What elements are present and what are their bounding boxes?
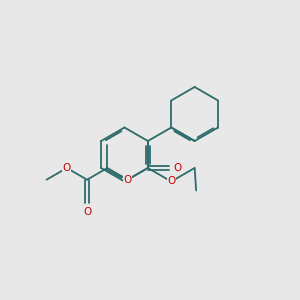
Text: O: O — [63, 163, 71, 173]
Text: O: O — [83, 207, 91, 217]
Text: O: O — [167, 176, 176, 187]
Text: O: O — [173, 163, 182, 173]
Text: O: O — [124, 175, 132, 185]
